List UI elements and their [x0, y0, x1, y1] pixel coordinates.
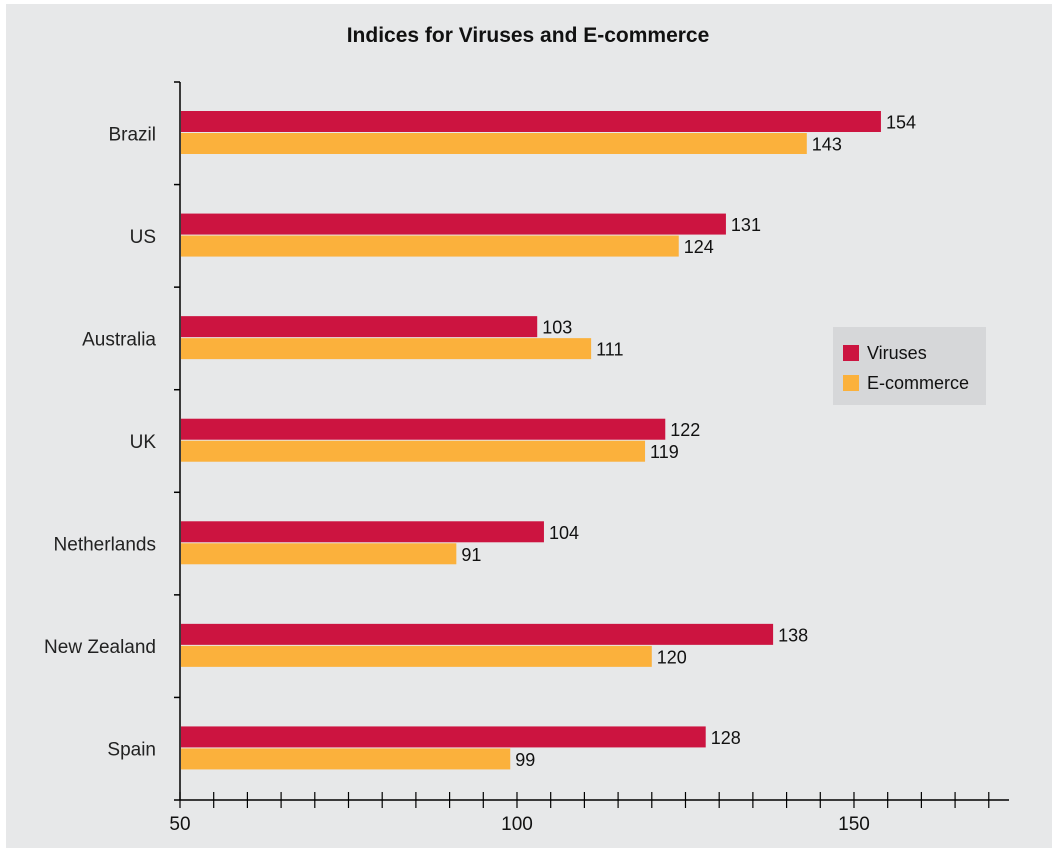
data-label: 138 [778, 625, 808, 645]
legend-swatch [843, 345, 859, 361]
category-label: Netherlands [54, 535, 156, 556]
data-label: 122 [670, 420, 700, 440]
bar-viruses-uk [181, 418, 666, 440]
bar-viruses-brazil [181, 111, 881, 132]
data-label: 103 [542, 318, 572, 338]
bar-e-commerce-new-zealand [181, 645, 652, 667]
bar-e-commerce-brazil [181, 133, 807, 154]
bar-viruses-us [181, 213, 726, 235]
x-tick-label: 100 [501, 814, 533, 835]
x-tick-label: 150 [838, 814, 870, 835]
category-label: New Zealand [44, 637, 156, 658]
bar-e-commerce-uk [181, 440, 646, 462]
bars: Brazil 154 143 US 131 124 Australia 103 111 UK 122… [44, 111, 916, 770]
chart-frame: Indices for Viruses and E-commerce 50 100… [6, 4, 1052, 848]
category-label: UK [130, 432, 157, 453]
legend-label: Viruses [867, 343, 927, 363]
bar-e-commerce-australia [181, 338, 592, 360]
bar-chart: Indices for Viruses and E-commerce 50 100… [44, 24, 1009, 835]
data-label: 104 [549, 523, 579, 543]
category-label: Spain [107, 740, 156, 761]
data-label: 128 [711, 728, 741, 748]
data-label: 124 [684, 237, 714, 257]
category-label: Brazil [108, 124, 156, 145]
bar-viruses-new-zealand [181, 623, 774, 645]
legend-swatch [843, 375, 859, 391]
bar-e-commerce-us [181, 235, 679, 257]
legend-box [833, 327, 986, 405]
data-label: 154 [886, 113, 916, 133]
data-label: 119 [650, 442, 679, 462]
data-label: 143 [812, 135, 842, 155]
axes: 50 100 150 [169, 81, 1009, 835]
category-label: US [130, 227, 156, 248]
legend-label: E-commerce [867, 373, 969, 393]
data-label: 131 [731, 215, 761, 235]
chart-title: Indices for Viruses and E-commerce [347, 24, 710, 47]
category-label: Australia [82, 329, 156, 350]
x-tick-label: 50 [169, 814, 190, 835]
bar-e-commerce-netherlands [181, 543, 457, 565]
data-label: 111 [596, 340, 623, 360]
data-label: 120 [657, 647, 687, 667]
legend: Viruses E-commerce [833, 327, 986, 405]
data-label: 91 [461, 545, 481, 565]
bar-viruses-australia [181, 316, 538, 338]
bar-viruses-netherlands [181, 521, 544, 543]
bar-e-commerce-spain [181, 748, 511, 770]
bar-viruses-spain [181, 726, 706, 748]
data-label: 99 [515, 750, 535, 770]
